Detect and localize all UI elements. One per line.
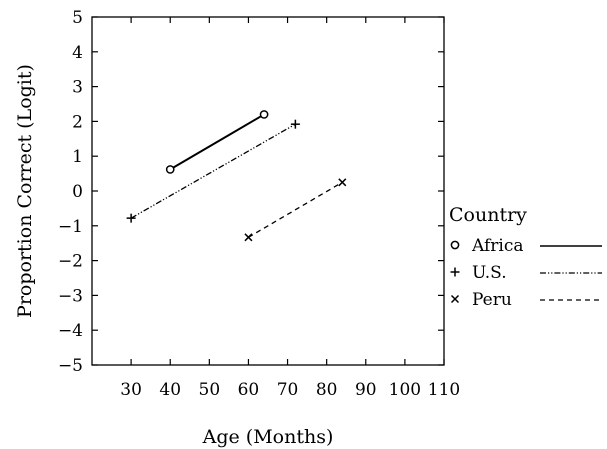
series-line-africa: [169, 113, 265, 171]
x-tick-label: 50: [199, 380, 221, 400]
y-tick-label: 2: [72, 112, 83, 132]
y-tick-label: −2: [58, 252, 83, 272]
y-tick-label: 0: [72, 182, 83, 202]
x-axis-label: Age (Months): [202, 426, 334, 448]
plot-frame: [91, 16, 445, 366]
legend-marker-africa: [450, 240, 460, 250]
series-line-peru: [248, 181, 343, 238]
y-tick-label: −4: [58, 321, 83, 341]
y-tick-label: 1: [72, 147, 83, 167]
axis-ticks: [92, 16, 445, 366]
data-point-us: [126, 213, 136, 223]
y-axis-label: Proportion Correct (Logit): [14, 64, 36, 318]
legend-items: Africa U.S. Peru: [450, 236, 602, 310]
legend-title: Country: [449, 204, 527, 226]
series-peru: [244, 178, 347, 242]
legend-marker-us: [450, 267, 460, 277]
series-africa: [165, 110, 269, 174]
y-tick-label: 4: [72, 43, 83, 63]
data-point-peru: [244, 233, 253, 242]
legend-label-peru: Peru: [472, 290, 512, 310]
x-tick-label: 90: [355, 380, 377, 400]
y-tick-label: 3: [72, 78, 83, 98]
data-point-africa: [259, 110, 269, 119]
y-tick-label: −3: [58, 286, 83, 306]
x-tick-label: 100: [389, 380, 421, 400]
y-tick-labels: 5 4 3 2 1 0 −1 −2 −3 −4 −5: [58, 8, 83, 376]
legend-item-peru: Peru: [450, 290, 602, 310]
y-tick-label: −5: [58, 356, 83, 376]
legend: Country Africa U.S. Peru: [449, 204, 602, 310]
x-tick-label: 70: [277, 380, 299, 400]
x-tick-labels: 30 40 50 60 70 80 90 100 110: [120, 380, 460, 400]
data-point-us: [290, 119, 300, 129]
x-tick-label: 40: [159, 380, 181, 400]
x-tick-label: 110: [428, 380, 460, 400]
series-layer: [126, 110, 347, 242]
y-tick-label: 5: [72, 8, 83, 28]
legend-label-us: U.S.: [472, 263, 507, 283]
x-tick-label: 80: [316, 380, 338, 400]
series-us: [126, 119, 300, 223]
legend-label-africa: Africa: [471, 236, 524, 256]
legend-item-us: U.S.: [450, 263, 602, 283]
series-line-us: [130, 123, 296, 219]
data-point-africa: [165, 165, 175, 174]
legend-marker-peru: [450, 294, 460, 304]
y-tick-label: −1: [58, 217, 83, 237]
legend-item-africa: Africa: [450, 236, 602, 256]
x-tick-label: 30: [120, 380, 142, 400]
data-point-peru: [338, 178, 347, 187]
x-tick-label: 60: [238, 380, 260, 400]
